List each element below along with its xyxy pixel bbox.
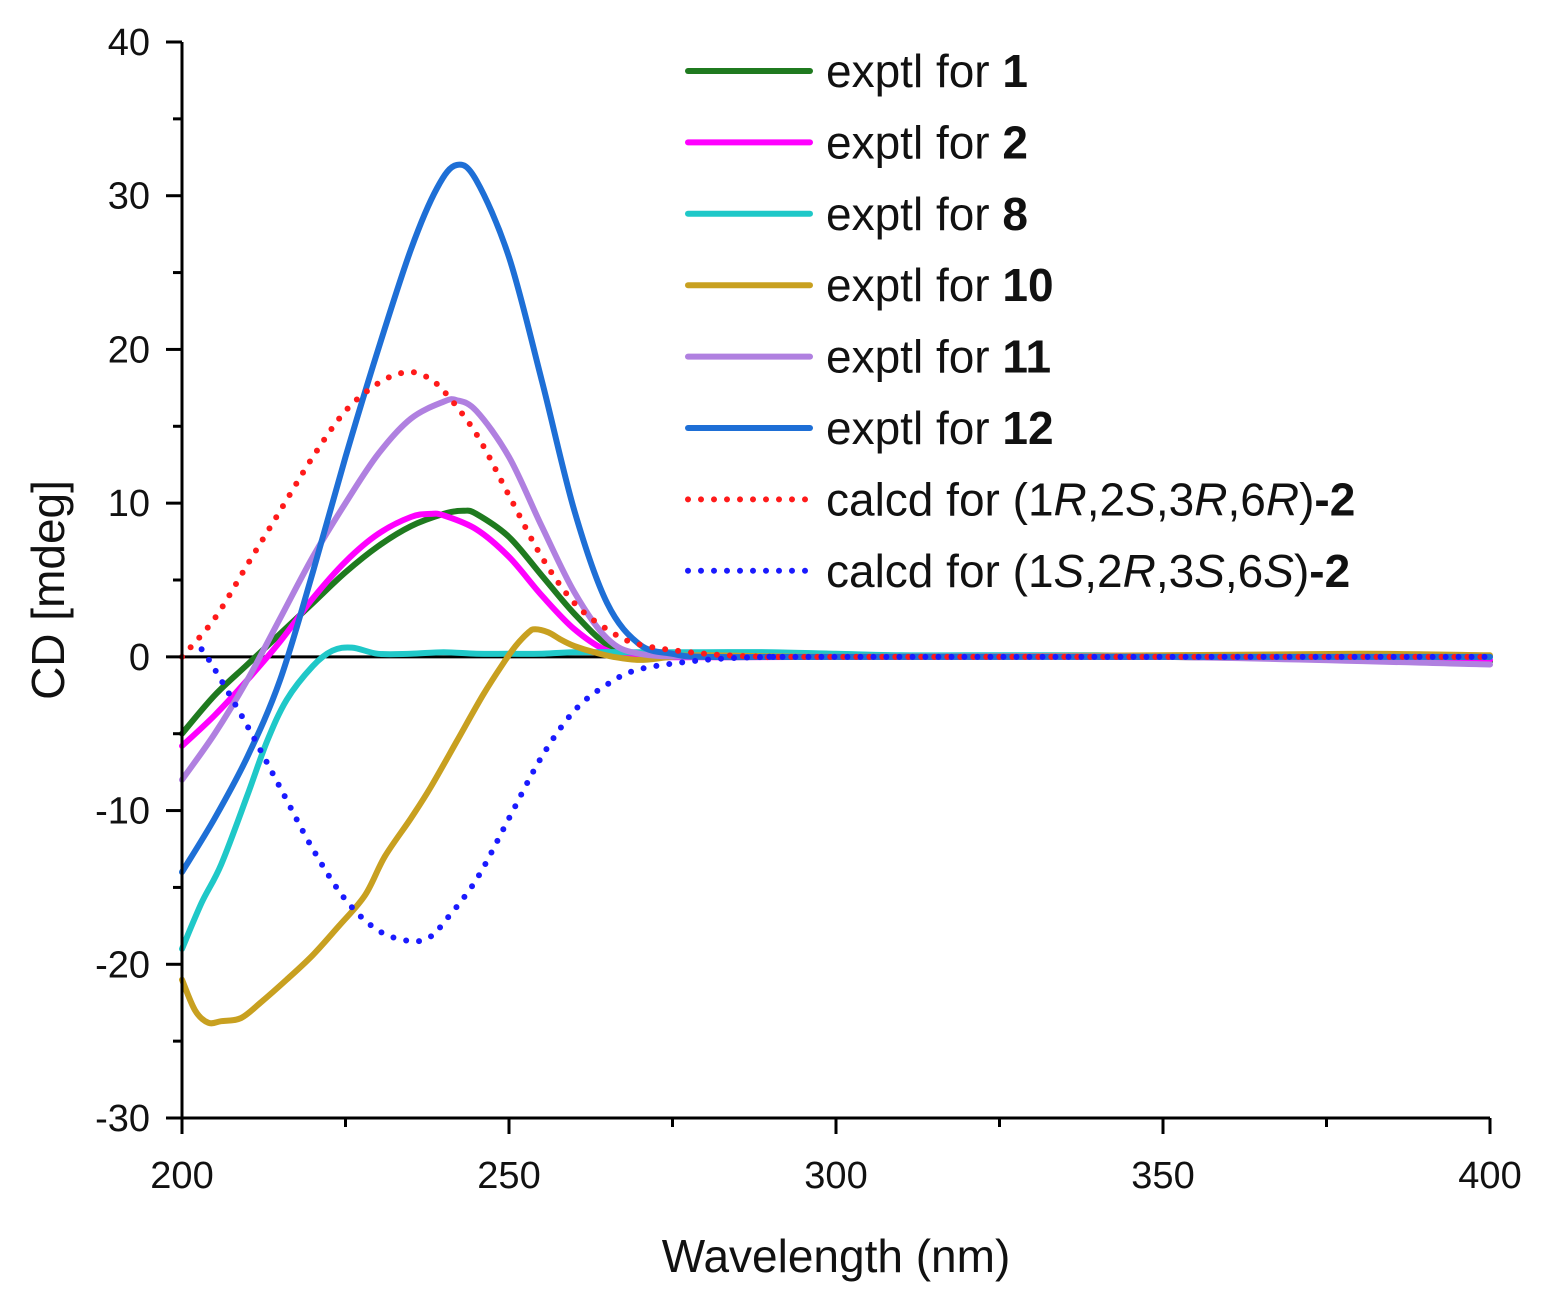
series-line-4 <box>179 626 1493 1027</box>
legend-label-6: exptl for 12 <box>826 402 1054 454</box>
legend-label-4: exptl for 10 <box>826 259 1054 311</box>
series-line-8 <box>198 646 1493 945</box>
legend-label-2: exptl for 2 <box>826 116 1028 168</box>
legend-label-5: exptl for 11 <box>826 331 1051 383</box>
x-tick-label: 350 <box>1131 1155 1194 1197</box>
x-tick-label: 400 <box>1458 1155 1521 1197</box>
y-tick-label: 20 <box>108 329 150 371</box>
y-tick-label: 40 <box>108 22 150 64</box>
y-tick-label: -30 <box>95 1098 150 1140</box>
legend-label-1: exptl for 1 <box>826 45 1028 97</box>
y-tick-label: -20 <box>95 944 150 986</box>
y-tick-label: 0 <box>129 637 150 679</box>
y-tick-label: -10 <box>95 791 150 833</box>
legend: exptl for 1 exptl for 2 exptl for 8 exptl f… <box>685 45 1355 597</box>
x-tick-label: 200 <box>150 1155 213 1197</box>
y-axis-title: CD [mdeg] <box>22 480 74 700</box>
legend-label-8: calcd for (1S,2R,3S,6S)-2 <box>826 545 1350 597</box>
tick-marks <box>166 40 1492 1134</box>
legend-label-7: calcd for (1R,2S,3R,6R)-2 <box>826 473 1355 525</box>
series-group <box>179 161 1493 1027</box>
x-axis-title: Wavelength (nm) <box>662 1230 1011 1282</box>
y-tick-label: 10 <box>108 483 150 525</box>
series-line-3 <box>179 644 1493 952</box>
x-tick-label: 300 <box>804 1155 867 1197</box>
y-tick-label: 30 <box>108 176 150 218</box>
tick-labels: 200 250 300 350 400 -30 -20 -10 0 10 20 30 40 <box>95 22 1522 1197</box>
x-tick-label: 250 <box>477 1155 540 1197</box>
legend-label-3: exptl for 8 <box>826 188 1028 240</box>
